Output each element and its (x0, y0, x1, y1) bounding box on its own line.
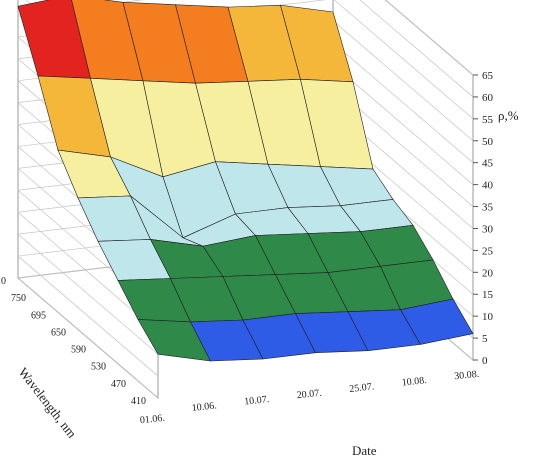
y-tick-label: 530 (91, 362, 106, 373)
y-tick-label: 695 (31, 310, 46, 321)
x-tick-label: 30.08. (454, 369, 480, 383)
surface-cell (400, 298, 474, 345)
x-axis: 01.06. 10.06. 10.07. 20.07. 25.07. 10.08. 30.0… (139, 369, 479, 427)
x-tick-label: 20.07. (296, 388, 322, 402)
y-tick-label: 410 (131, 396, 146, 407)
z-tick-label: 55 (482, 114, 494, 126)
z-tick-label: 50 (482, 136, 494, 148)
z-tick-label: 45 (482, 158, 494, 170)
z-axis-label: ρ,% (498, 108, 519, 123)
x-tick-label: 10.06. (191, 400, 217, 414)
z-axis: 0 5 10 15 20 25 30 35 40 45 50 55 60 65 (473, 70, 494, 367)
z-tick-label: 5 (482, 333, 488, 345)
y-tick-label: 650 (51, 327, 66, 338)
x-tick-label: 10.08. (401, 375, 427, 389)
z-tick-label: 65 (482, 70, 494, 82)
z-tick-label: 60 (482, 92, 494, 104)
z-tick-label: 25 (482, 245, 494, 257)
y-tick-label: 810 (0, 276, 6, 287)
y-axis: 410 470 530 590 650 695 750 810 (0, 276, 146, 407)
chart-surface (17, 0, 474, 362)
z-tick-label: 15 (482, 289, 494, 301)
y-tick-label: 470 (111, 379, 126, 390)
x-tick-label: 01.06. (139, 413, 165, 427)
z-tick-label: 20 (482, 267, 494, 279)
x-tick-label: 25.07. (349, 381, 375, 395)
z-tick-label: 30 (482, 223, 494, 235)
z-tick-label: 10 (482, 311, 494, 323)
y-tick-label: 750 (11, 293, 26, 304)
x-axis-label: Date (352, 443, 377, 458)
y-axis-label: Wavelength, nm (16, 365, 80, 441)
z-tick-label: 0 (482, 355, 488, 367)
z-tick-label: 40 (482, 180, 494, 192)
y-tick-label: 590 (71, 345, 86, 356)
x-tick-label: 10.07. (244, 394, 270, 408)
z-tick-label: 35 (482, 202, 494, 214)
